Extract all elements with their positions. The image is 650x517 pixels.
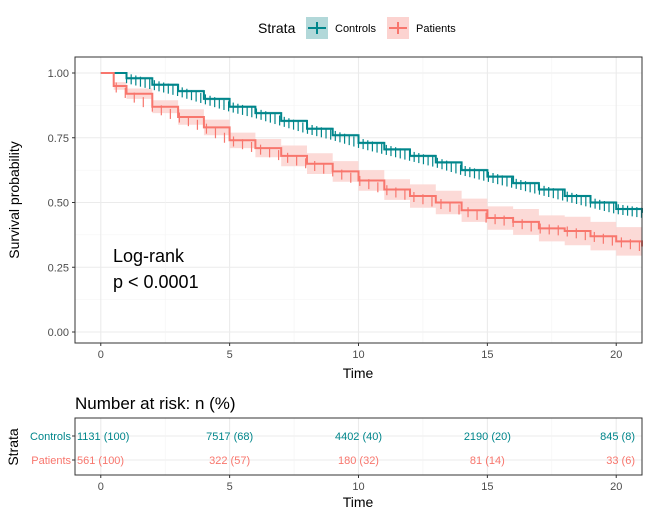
risk-table-x-title: Time bbox=[343, 494, 374, 510]
y-tick-label: 0.00 bbox=[48, 327, 69, 339]
x-tick-label: 5 bbox=[227, 349, 233, 361]
y-tick-label: 0.25 bbox=[48, 262, 69, 274]
risk-table-gridlines bbox=[75, 418, 642, 475]
risk-cell-controls: 7517 (68) bbox=[206, 431, 253, 443]
risk-table-title: Number at risk: n (%) bbox=[75, 394, 236, 413]
risk-x-tick-label: 5 bbox=[227, 481, 233, 493]
y-tick-label: 0.50 bbox=[48, 198, 69, 210]
legend-label-controls: Controls bbox=[335, 23, 376, 35]
x-axis-ticks: 0 5 10 15 20 bbox=[98, 343, 622, 361]
risk-cell-patients: 180 (32) bbox=[338, 455, 379, 467]
survival-plot: 0.00 0.25 0.50 0.75 1.00 0 5 10 15 20 Log-rank p… bbox=[6, 56, 643, 381]
x-tick-label: 20 bbox=[610, 349, 622, 361]
survival-line-patients bbox=[100, 72, 643, 247]
risk-x-tick-label: 10 bbox=[352, 481, 364, 493]
risk-cell-controls: 2190 (20) bbox=[464, 431, 511, 443]
legend-title: Strata bbox=[258, 20, 296, 36]
risk-cell-patients: 33 (6) bbox=[606, 455, 635, 467]
risk-cell-controls: 4402 (40) bbox=[335, 431, 382, 443]
risk-x-tick-label: 20 bbox=[610, 481, 622, 493]
x-tick-label: 0 bbox=[98, 349, 104, 361]
logrank-label: Log-rank bbox=[113, 246, 185, 266]
y-axis-title: Survival probability bbox=[6, 141, 22, 259]
y-axis-ticks: 0.00 0.25 0.50 0.75 1.00 bbox=[48, 68, 75, 339]
censor-marks bbox=[115, 73, 643, 252]
risk-table-x-ticks: 0 5 10 15 20 bbox=[98, 475, 622, 493]
risk-cell-patients: 81 (14) bbox=[470, 455, 505, 467]
x-tick-label: 15 bbox=[481, 349, 493, 361]
legend-key-controls[interactable] bbox=[306, 17, 328, 39]
logrank-pvalue: p < 0.0001 bbox=[113, 272, 199, 292]
risk-strata-label-patients: Patients bbox=[31, 455, 71, 467]
risk-cell-patients: 322 (57) bbox=[209, 455, 250, 467]
survival-line-controls bbox=[100, 72, 643, 213]
x-axis-title: Time bbox=[343, 365, 374, 381]
survival-curves bbox=[100, 72, 643, 247]
x-tick-label: 10 bbox=[352, 349, 364, 361]
risk-table-y-title: Strata bbox=[5, 428, 21, 466]
legend-label-patients: Patients bbox=[416, 23, 456, 35]
legend-key-patients[interactable] bbox=[387, 17, 409, 39]
risk-cell-controls: 845 (8) bbox=[600, 431, 635, 443]
y-tick-label: 0.75 bbox=[48, 133, 69, 145]
ci-band-patients bbox=[100, 73, 643, 261]
legend: Strata Controls Patients bbox=[258, 17, 456, 39]
risk-x-tick-label: 0 bbox=[98, 481, 104, 493]
risk-strata-label-controls: Controls bbox=[30, 431, 71, 443]
risk-table-strata-labels: Controls Patients bbox=[30, 431, 75, 467]
risk-cell-controls: 1131 (100) bbox=[77, 431, 129, 443]
risk-table-cells: 1131 (100) 7517 (68) 4402 (40) 2190 (20) 845… bbox=[77, 431, 635, 467]
risk-x-tick-label: 15 bbox=[481, 481, 493, 493]
risk-table: Number at risk: n (%) 1131 (100) 7517 (68… bbox=[5, 394, 643, 510]
risk-cell-patients: 561 (100) bbox=[77, 455, 124, 467]
y-tick-label: 1.00 bbox=[48, 68, 69, 80]
